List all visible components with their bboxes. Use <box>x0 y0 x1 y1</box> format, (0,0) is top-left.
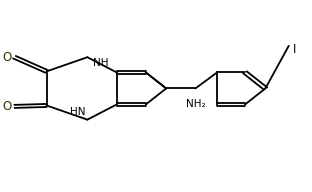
Text: HN: HN <box>71 107 86 117</box>
Text: NH: NH <box>93 58 109 68</box>
Text: NH₂: NH₂ <box>186 98 205 108</box>
Text: I: I <box>293 43 296 56</box>
Text: O: O <box>2 100 12 113</box>
Text: O: O <box>2 51 12 64</box>
